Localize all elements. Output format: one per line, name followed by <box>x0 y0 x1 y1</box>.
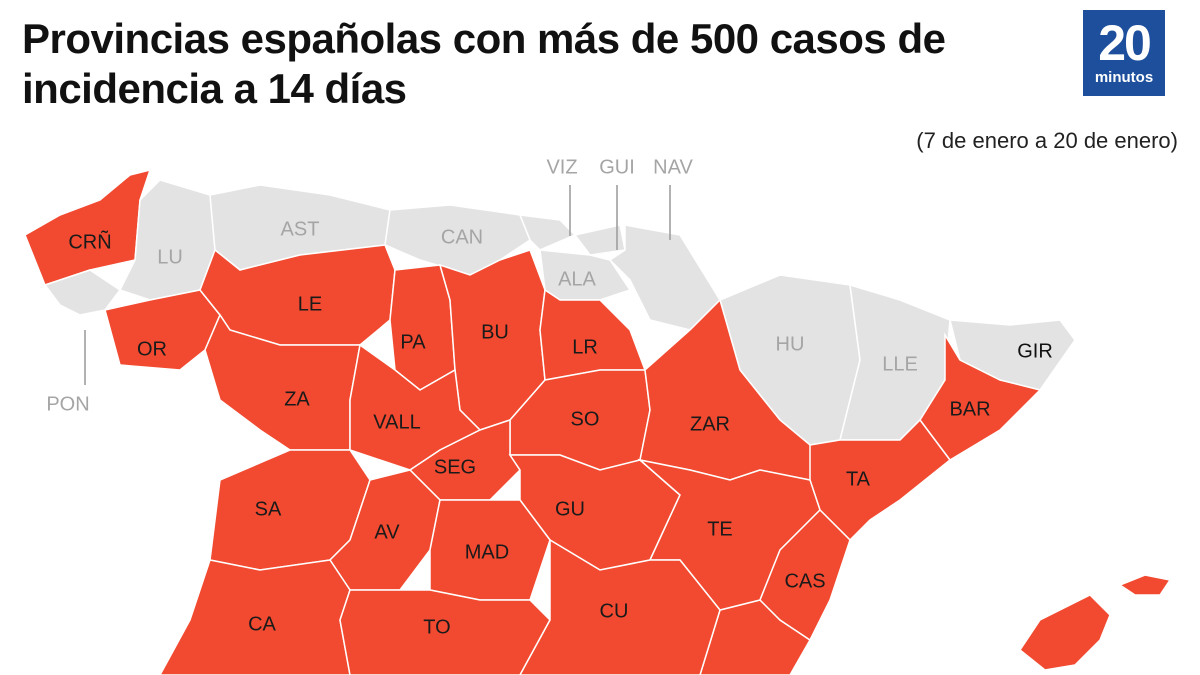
region <box>1018 594 1111 671</box>
province-label: CA <box>248 613 276 635</box>
province-label: PA <box>400 331 426 353</box>
province-label: ZAR <box>690 413 730 435</box>
province-label: CRÑ <box>68 229 111 253</box>
province-label: GIR <box>1017 340 1053 362</box>
province-label: ZA <box>284 388 310 410</box>
province <box>519 538 721 675</box>
subtitle: (7 de enero a 20 de enero) <box>916 128 1178 153</box>
province <box>539 288 647 381</box>
province-label: HU <box>776 333 805 355</box>
province <box>608 224 721 331</box>
province <box>518 214 577 251</box>
province-label: BAR <box>949 398 990 420</box>
province-label: LLE <box>882 353 918 375</box>
province-label: TO <box>423 616 450 638</box>
province-label: SEG <box>434 456 476 478</box>
province-label: AV <box>374 521 400 543</box>
logo: 20 minutos <box>1083 10 1165 96</box>
province-label: LU <box>157 246 183 268</box>
province-label: LE <box>298 293 322 315</box>
province-label: TE <box>707 518 733 540</box>
labels: CRÑ LU PON OR AST CAN VIZ GUI NAV ALA HU LLE GIR BAR L… <box>46 156 1052 638</box>
province-label: ALA <box>558 268 596 290</box>
province-label: PON <box>46 393 89 415</box>
province-label: GU <box>555 498 585 520</box>
province-label: CAS <box>784 570 825 592</box>
title: Provincias españolas con más de 500 caso… <box>22 15 946 112</box>
province <box>199 244 396 346</box>
province <box>919 332 1042 461</box>
province-label: OR <box>137 338 167 360</box>
province-label: MAD <box>465 541 509 563</box>
province-label: SO <box>571 408 600 430</box>
regions <box>24 168 1172 675</box>
province-label: NAV <box>653 156 693 178</box>
province-label: CU <box>600 600 629 622</box>
province <box>339 589 551 675</box>
province-label: CAN <box>441 226 483 248</box>
province-label: TA <box>846 468 871 490</box>
province-label: BU <box>481 321 509 343</box>
province-label: VALL <box>373 411 420 433</box>
logo-word: minutos <box>1094 69 1154 86</box>
region <box>1118 574 1172 596</box>
province-label: GUI <box>599 156 635 178</box>
province-label: SA <box>255 498 282 520</box>
province-label: AST <box>281 218 320 240</box>
province-label: LR <box>572 336 598 358</box>
logo-number: 20 <box>1098 15 1152 71</box>
province <box>759 508 851 642</box>
province-label: VIZ <box>546 156 577 178</box>
